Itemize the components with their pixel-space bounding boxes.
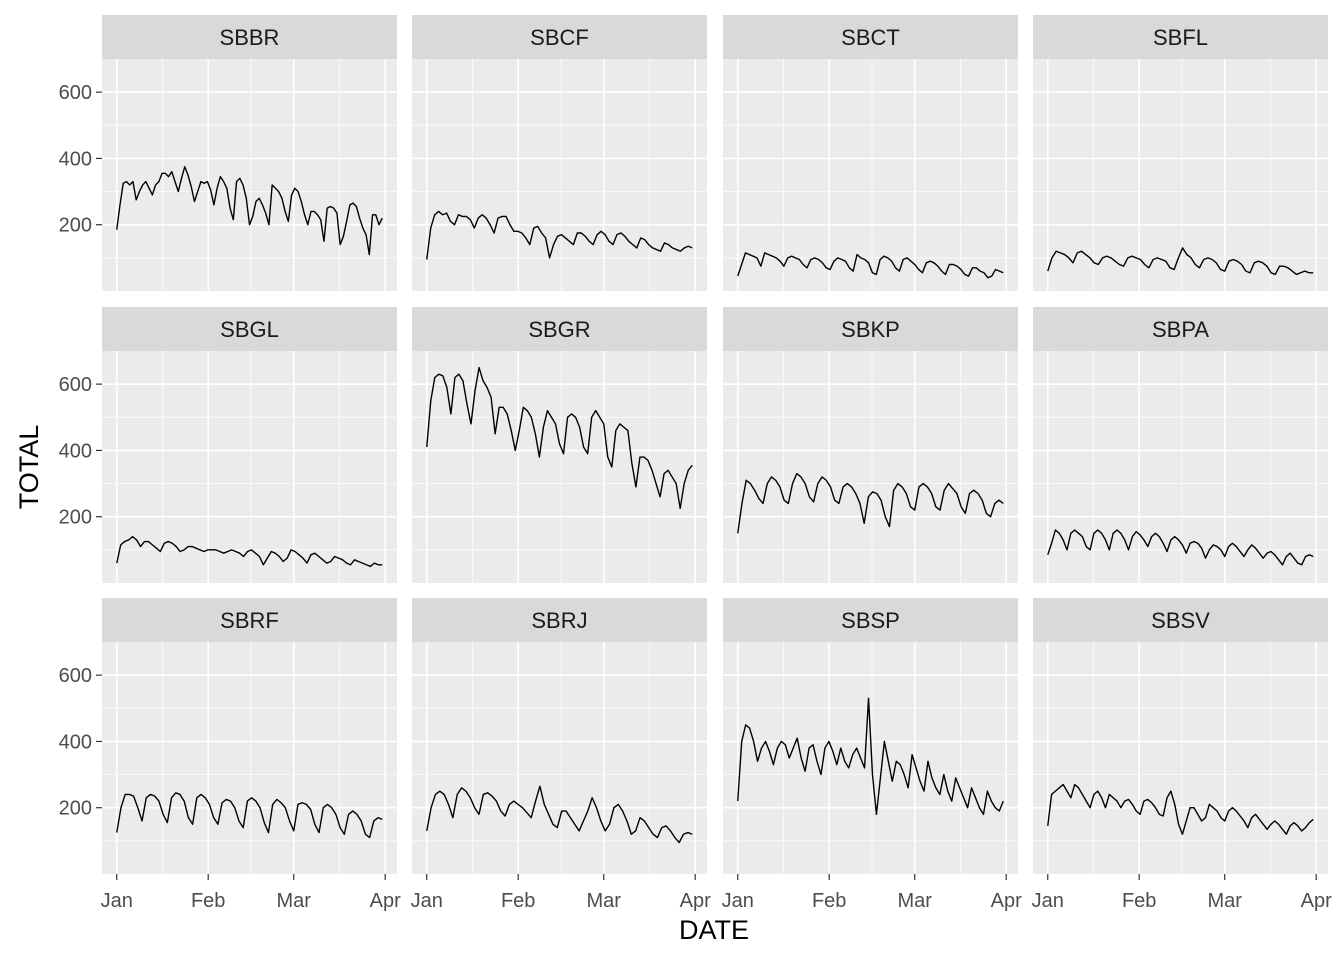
facet-panel-background [1033,351,1328,583]
y-tick-label: 600 [59,374,92,396]
y-axis: 200 400 600 200 400 600 200 400 600 [59,82,102,820]
series-line-sbgl [116,535,383,568]
series-line-sbcf [426,210,693,260]
y-tick-label: 200 [59,215,92,237]
x-tick-label: Feb [812,890,846,912]
facet-panel-background [412,59,707,291]
x-tick-label: Mar [277,890,312,912]
facet-strip [412,15,707,59]
facet-panel-background [723,351,1018,583]
x-tick-label: Mar [587,890,622,912]
y-tick-label: 400 [59,731,92,753]
facet-strip-label: SBBR [220,25,280,50]
series-line-sbct [737,252,1004,279]
facet-panel-background [102,351,397,583]
facet-panel-background [1033,59,1328,291]
x-tick-label: Jan [101,890,133,912]
facet-strip [723,598,1018,642]
facet-sbpa: SBPA [1033,307,1328,583]
x-axis-title: DATE [679,915,749,945]
x-tick-label: Feb [1122,890,1156,912]
facet-strip [102,15,397,59]
facet-strip-label: SBRF [220,608,279,633]
x-axis: Jan Feb Mar Apr Jan Feb Mar Apr Jan Feb Mar Apr Jan F… [101,874,1332,912]
series-line-sbrf [116,792,383,839]
facet-panel-background [1033,642,1328,874]
facet-panel-background [723,59,1018,291]
facet-sbrj: SBRJ [412,598,707,874]
facet-strip [102,307,397,351]
x-tick-label: Jan [722,890,754,912]
facet-strip-label: SBSP [841,608,900,633]
x-tick-label: Mar [1208,890,1243,912]
y-axis-title: TOTAL [14,425,44,510]
y-tick-label: 600 [59,665,92,687]
y-tick-label: 400 [59,148,92,170]
facet-sbgr: SBGR [412,307,707,583]
facet-panel-background [723,642,1018,874]
x-tick-label: Mar [898,890,933,912]
facet-sbgl: SBGL [102,307,397,583]
facet-sbbr: SBBR [102,15,397,291]
series-line-sbsp [737,697,1004,816]
facet-panel-background [102,59,397,291]
series-line-sbrj [426,785,693,844]
facet-sbcf: SBCF [412,15,707,291]
series-line-sbsv [1047,783,1314,835]
x-tick-label: Feb [501,890,535,912]
facet-panel-background [412,351,707,583]
series-line-sbbr [116,166,383,256]
facet-sbkp: SBKP [723,307,1018,583]
facet-strip [723,307,1018,351]
facet-strip [1033,307,1328,351]
facet-strip-label: SBCT [841,25,900,50]
y-tick-label: 200 [59,798,92,820]
facet-panels: SBBR SBCF SBCT SBFL SBGL SBGR SBKP SBPA SBRF SBRJ… [102,15,1328,874]
x-tick-label: Jan [411,890,443,912]
y-tick-label: 600 [59,82,92,104]
facet-strip-label: SBFL [1153,25,1208,50]
y-tick-label: 200 [59,507,92,529]
facet-panel-background [412,642,707,874]
facet-strip-label: SBCF [530,25,589,50]
facet-sbct: SBCT [723,15,1018,291]
x-tick-label: Apr [991,890,1022,912]
x-tick-label: Jan [1032,890,1064,912]
facet-strip [412,598,707,642]
facet-strip-label: SBKP [841,317,900,342]
series-line-sbkp [737,472,1004,534]
facet-strip [102,598,397,642]
series-line-sbpa [1047,529,1314,566]
facet-strip [723,15,1018,59]
x-tick-label: Apr [680,890,711,912]
facet-strip-label: SBGR [528,317,590,342]
facet-sbsv: SBSV [1033,598,1328,874]
facet-panel-background [102,642,397,874]
facet-sbfl: SBFL [1033,15,1328,291]
facet-strip [1033,598,1328,642]
series-line-sbfl [1047,247,1314,276]
x-tick-label: Feb [191,890,225,912]
facet-strip-label: SBRJ [531,608,587,633]
y-tick-label: 400 [59,440,92,462]
facet-strip-label: SBPA [1152,317,1209,342]
series-line-sbgr [426,366,693,510]
facet-strip [412,307,707,351]
x-tick-label: Apr [370,890,401,912]
x-tick-label: Apr [1301,890,1332,912]
facet-sbsp: SBSP [723,598,1018,874]
facet-strip [1033,15,1328,59]
facet-strip-label: SBSV [1151,608,1210,633]
facet-sbrf: SBRF [102,598,397,874]
facet-strip-label: SBGL [220,317,279,342]
